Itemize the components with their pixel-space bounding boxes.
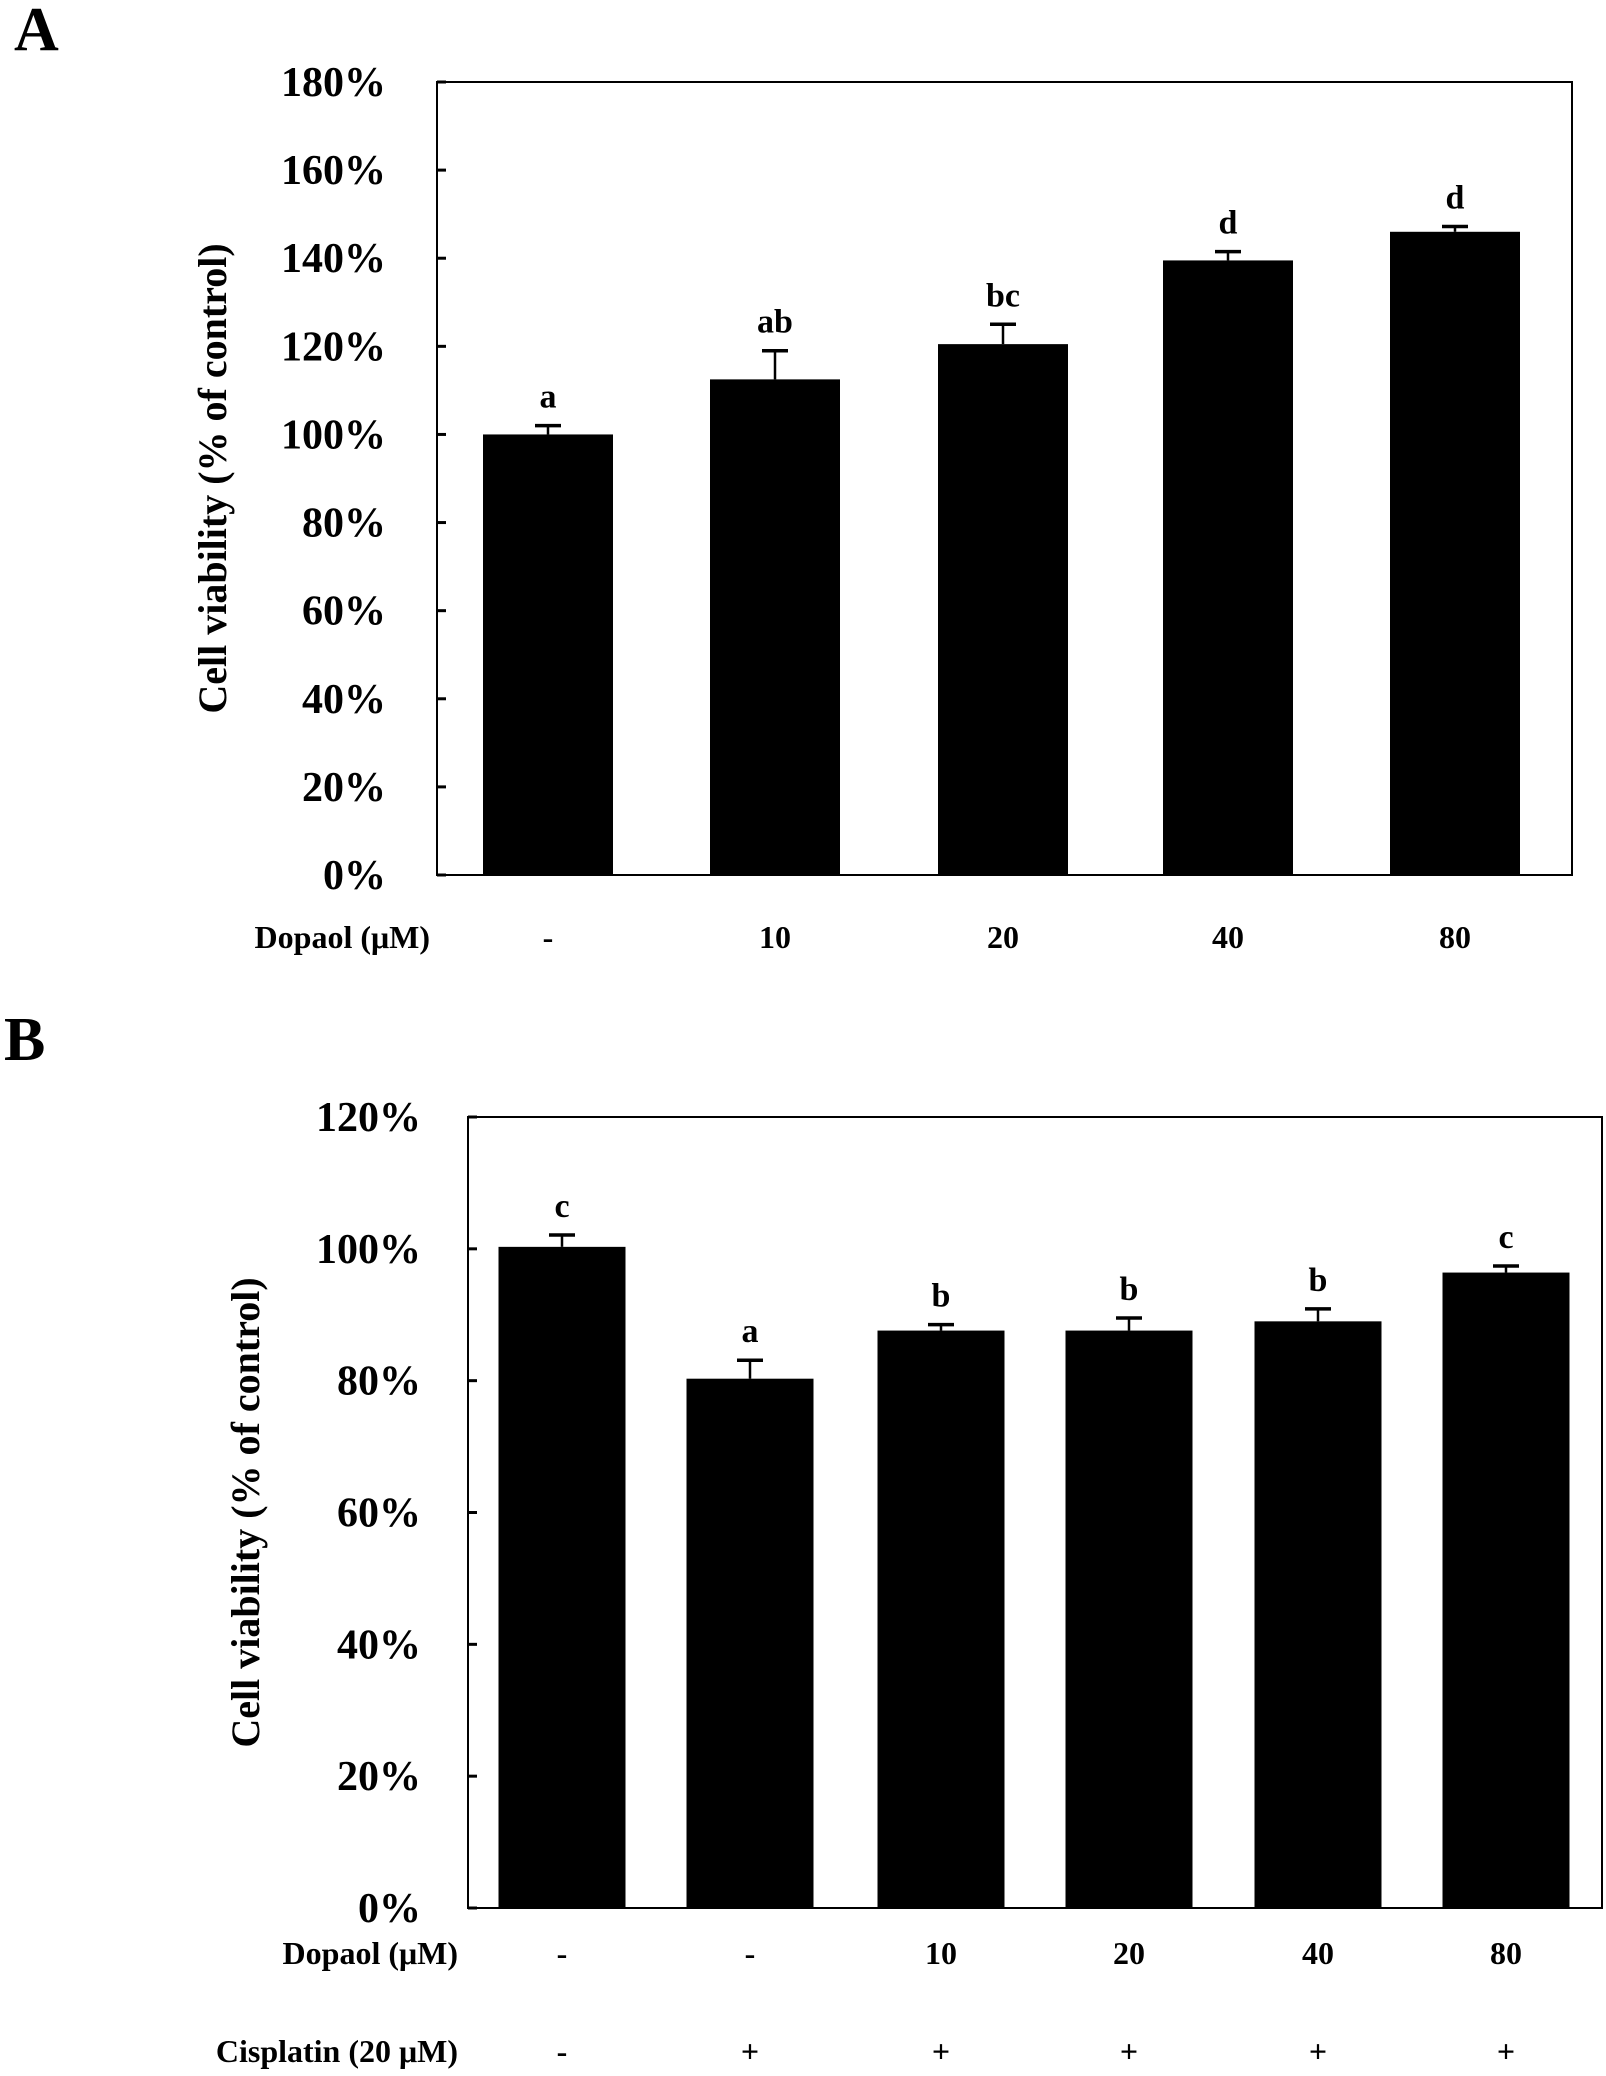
chart-panel-B: B 0% 20% 40% 60% 80% 100% 120% Cell viability (%… [4, 1006, 1603, 2069]
x-category-label: 80 [1490, 1935, 1522, 1971]
x-category-label: 20 [987, 919, 1019, 955]
bar [938, 344, 1068, 875]
y-tick-label: 20% [337, 1754, 421, 1800]
bar [1254, 1321, 1382, 1908]
significance-letter: c [554, 1188, 569, 1225]
significance-letter: b [1120, 1271, 1139, 1308]
panel-label: A [14, 0, 59, 64]
bar [498, 1246, 626, 1908]
x-category-label: 40 [1212, 919, 1244, 955]
x-category-label: + [1497, 2033, 1515, 2069]
row-label: Dopaol (μM) [283, 1935, 458, 1971]
bar [686, 1378, 814, 1908]
y-tick-label: 60% [337, 1491, 421, 1537]
y-axis-label: Cell viability (% of control) [223, 1277, 268, 1747]
y-axis-label: Cell viability (% of control) [190, 243, 235, 713]
y-tick-label: 140% [281, 236, 386, 282]
significance-letter: ab [757, 304, 793, 341]
y-tick-label: 180% [281, 60, 386, 106]
x-category-label: + [932, 2033, 950, 2069]
y-tick-label: 0% [323, 853, 386, 899]
significance-letter: d [1219, 205, 1238, 242]
x-category-label: + [1309, 2033, 1327, 2069]
x-category-label: 20 [1113, 1935, 1145, 1971]
significance-letter: c [1498, 1219, 1513, 1256]
panel-label: B [4, 1006, 45, 1074]
x-category-label: 10 [759, 919, 791, 955]
plot-frame [467, 1116, 1603, 1909]
bar [710, 379, 840, 875]
x-category-label: - [745, 1935, 756, 1971]
x-category-label: + [1120, 2033, 1138, 2069]
x-category-label: - [557, 2033, 568, 2069]
y-tick-label: 0% [358, 1886, 421, 1932]
y-tick-label: 60% [302, 589, 386, 635]
y-tick-label: 120% [316, 1095, 421, 1141]
significance-letter: bc [986, 277, 1020, 314]
y-tick-label: 20% [302, 765, 386, 811]
significance-letter: b [1309, 1262, 1328, 1299]
bar [483, 434, 613, 875]
x-category-label: + [741, 2033, 759, 2069]
bar [1442, 1272, 1570, 1908]
y-tick-label: 120% [281, 324, 386, 370]
y-tick-label: 160% [281, 148, 386, 194]
y-tick-label: 100% [316, 1227, 421, 1273]
bar [1163, 260, 1293, 875]
x-category-label: 80 [1439, 919, 1471, 955]
x-category-label: 10 [925, 1935, 957, 1971]
x-category-label: - [543, 919, 554, 955]
significance-letter: d [1446, 180, 1465, 217]
x-category-label: - [557, 1935, 568, 1971]
chart-panel-A: A 0% 20% 40% 60% 80% 100% 120% 140% 160% 180% Cell … [14, 0, 1573, 955]
y-tick-label: 100% [281, 412, 386, 458]
row-label: Dopaol (μM) [255, 919, 430, 955]
bar [1065, 1330, 1193, 1908]
row-label: Cisplatin (20 μM) [216, 2033, 458, 2069]
y-tick-label: 40% [302, 677, 386, 723]
x-category-label: 40 [1302, 1935, 1334, 1971]
y-tick-label: 80% [337, 1359, 421, 1405]
y-tick-label: 40% [337, 1622, 421, 1668]
bar [877, 1330, 1005, 1908]
y-tick-label: 80% [302, 501, 386, 547]
significance-letter: a [540, 379, 557, 416]
significance-letter: a [742, 1313, 759, 1350]
significance-letter: b [932, 1278, 951, 1315]
bar [1390, 231, 1520, 876]
